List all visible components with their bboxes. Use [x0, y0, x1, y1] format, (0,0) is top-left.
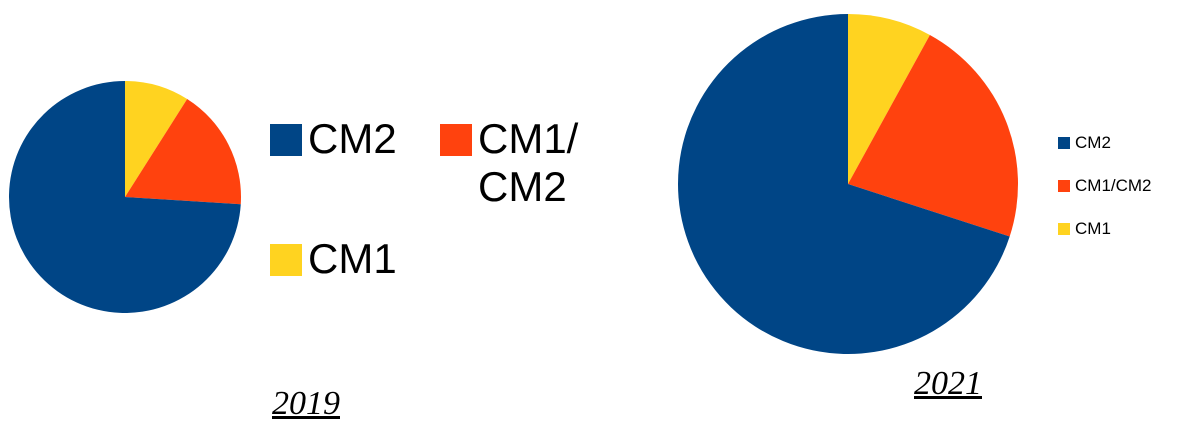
- pie-chart-2021: [677, 14, 1018, 354]
- pie-slice-cm1-cm2: [125, 99, 241, 205]
- legend-item-cm2: CM2: [270, 115, 397, 163]
- legend-item-cm2: CM2: [1058, 133, 1111, 153]
- legend-swatch-cm2: [1058, 137, 1070, 149]
- legend-label-cm2: CM2: [1075, 133, 1111, 152]
- legend-label-cm2: CM2: [308, 115, 397, 162]
- pie-slice-cm1: [848, 14, 930, 184]
- legend-label-cm1-cm2-line-2: CM2: [478, 163, 567, 210]
- legend-label-cm1: CM1: [308, 235, 397, 282]
- pie-slice-cm2: [677, 14, 1010, 354]
- legend-label-cm1: CM1: [1075, 219, 1111, 238]
- legend-swatch-cm1-cm2: [440, 124, 472, 156]
- pie-slice-cm1-cm2: [848, 35, 1018, 237]
- pie-slice-cm2: [8, 81, 241, 313]
- legend-label-cm1-cm2: CM1/CM2: [1075, 176, 1152, 195]
- legend-item-cm1-cm2: CM1/CM2: [1058, 176, 1152, 196]
- legend-swatch-cm1: [1058, 223, 1070, 235]
- legend-label-cm1-cm2-line-1: CM1/: [478, 115, 579, 162]
- legend-label-cm1-cm2: CM1/ CM2: [478, 115, 578, 211]
- legend-item-cm1: CM1: [1058, 219, 1111, 239]
- legend-item-cm1-cm2: CM1/ CM2: [440, 115, 578, 211]
- legend-swatch-cm1-cm2: [1058, 180, 1070, 192]
- pie-slice-cm1: [125, 80, 188, 197]
- legend-swatch-cm1: [270, 244, 302, 276]
- legend-swatch-cm2: [270, 124, 302, 156]
- pie-chart-2019: [8, 80, 241, 313]
- legend-item-cm1: CM1: [270, 235, 397, 283]
- caption-2021: 2021: [914, 365, 982, 402]
- caption-2019: 2019: [272, 385, 340, 422]
